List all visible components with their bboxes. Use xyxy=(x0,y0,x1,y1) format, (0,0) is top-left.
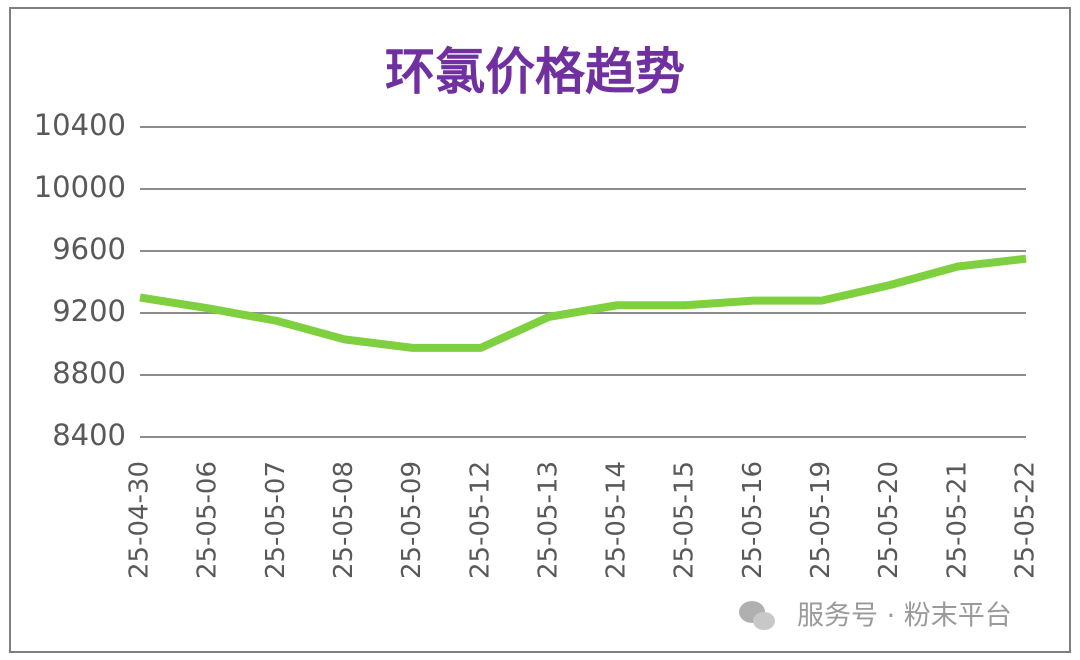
x-tick-label: 25-05-08 xyxy=(329,461,359,579)
y-tick-label: 8400 xyxy=(52,418,126,452)
x-tick-label: 25-05-09 xyxy=(397,461,427,579)
y-tick-label: 10000 xyxy=(34,170,126,204)
line-series xyxy=(139,254,1027,352)
x-tick-label: 25-05-22 xyxy=(1011,461,1041,579)
x-tick-label: 25-05-20 xyxy=(874,461,904,579)
y-tick-label: 9600 xyxy=(52,232,126,266)
x-tick-label: 25-04-30 xyxy=(125,461,155,579)
x-tick-label: 25-05-19 xyxy=(806,461,836,579)
x-tick-label: 25-05-13 xyxy=(533,461,563,579)
chart-border xyxy=(9,7,1071,653)
x-tick-label: 25-05-15 xyxy=(670,461,700,579)
y-tick-label: 10400 xyxy=(34,108,126,142)
x-tick-label: 25-05-12 xyxy=(465,461,495,579)
x-tick-label: 25-05-14 xyxy=(602,461,632,579)
watermark: 服务号 · 粉末平台 xyxy=(797,601,1012,632)
x-tick-label: 25-05-21 xyxy=(942,461,972,579)
x-tick-label: 25-05-06 xyxy=(193,461,223,579)
y-tick-label: 9200 xyxy=(52,294,126,328)
y-tick-label: 8800 xyxy=(52,356,126,390)
x-tick-label: 25-05-07 xyxy=(261,461,291,579)
x-tick-label: 25-05-16 xyxy=(738,461,768,579)
wechat-icon xyxy=(739,601,775,630)
chart-title: 环氯价格趋势 xyxy=(385,42,685,101)
